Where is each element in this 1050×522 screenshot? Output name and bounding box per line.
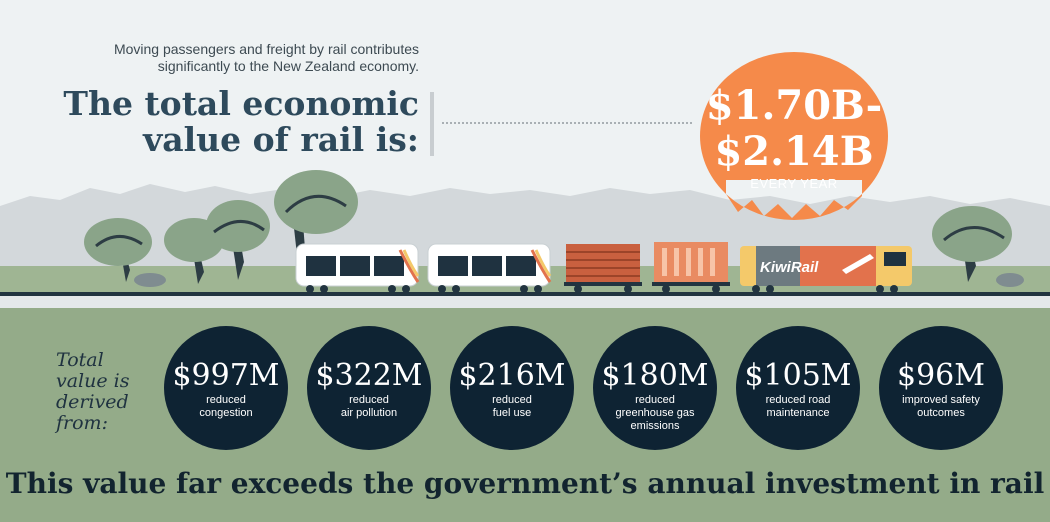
box-wagon	[652, 242, 730, 293]
benefit-desc-line: reduced road	[765, 394, 831, 406]
benefit-circle-road-maintenance: $105M reduced road maintenance	[736, 326, 860, 450]
value-bubble-shape	[700, 52, 888, 220]
value-high: $2.14B	[714, 128, 874, 175]
log-wagon	[564, 244, 642, 293]
locomotive	[740, 246, 912, 293]
benefit-desc-line: emissions	[630, 420, 680, 432]
passenger-car	[295, 243, 420, 293]
derived-line: Total	[56, 349, 104, 371]
benefit-circle-safety: $96M improved safety outcomes	[879, 326, 1003, 450]
headline-line: value of rail is:	[143, 120, 419, 159]
benefit-desc-line: fuel use	[492, 407, 532, 419]
derived-line: value is	[56, 370, 130, 392]
benefit-desc-line: reduced	[206, 394, 246, 406]
benefit-circle-fuel-use: $216M reduced fuel use	[450, 326, 574, 450]
benefit-circle-greenhouse-gas: $180M reduced greenhouse gas emissions	[593, 326, 717, 450]
benefit-description: reduced road maintenance	[744, 394, 852, 420]
train-illustration: KiwiRail	[295, 242, 912, 293]
derived-line: from:	[56, 412, 108, 434]
benefit-desc-line: air pollution	[340, 407, 398, 419]
benefit-amount: $216M	[458, 358, 566, 393]
derived-label: Total value is derived from:	[56, 350, 166, 434]
benefit-amount: $180M	[601, 358, 709, 393]
benefit-circle-air-pollution: $322M reduced air pollution	[307, 326, 431, 450]
benefit-amount: $96M	[897, 358, 985, 393]
benefit-desc-line: congestion	[199, 407, 253, 419]
value-bubble: $1.70B- $2.14B EVERY YEAR	[700, 52, 888, 214]
benefit-circle-congestion: $997M reduced congestion	[164, 326, 288, 450]
footer-statement: This value far exceeds the government’s …	[5, 467, 1045, 500]
benefit-desc-line: maintenance	[766, 407, 830, 419]
benefit-desc-line: improved safety	[902, 394, 980, 406]
intro-line: significantly to the New Zealand economy…	[157, 58, 419, 74]
divider-bar	[430, 92, 434, 156]
benefit-description: reduced greenhouse gas emissions	[601, 394, 709, 433]
intro-line: Moving passengers and freight by rail co…	[113, 41, 419, 57]
value-low: $1.70B-	[705, 82, 883, 129]
track-bed	[0, 296, 1050, 308]
benefit-description: reduced fuel use	[458, 394, 566, 420]
derived-line: derived	[56, 391, 129, 413]
intro-text: Moving passengers and freight by rail co…	[39, 41, 419, 75]
benefit-amount: $997M	[172, 358, 280, 393]
headline-line: The total economic	[63, 84, 419, 123]
benefit-amount: $105M	[744, 358, 852, 393]
benefit-desc-line: reduced	[635, 394, 675, 406]
benefit-desc-line: outcomes	[917, 407, 965, 419]
tree-group-left	[84, 170, 358, 287]
benefit-desc-line: reduced	[349, 394, 389, 406]
benefit-description: improved safety outcomes	[887, 394, 995, 420]
benefit-description: reduced congestion	[172, 394, 280, 420]
benefit-amount: $322M	[315, 358, 423, 393]
headline: The total economic value of rail is:	[0, 86, 419, 158]
dotted-connector	[442, 122, 692, 124]
benefit-desc-line: greenhouse gas	[615, 407, 695, 419]
benefit-desc-line: reduced	[492, 394, 532, 406]
tree-group-right	[932, 206, 1024, 287]
passenger-car	[427, 243, 552, 293]
locomotive-brand: KiwiRail	[760, 259, 819, 276]
rail-line	[0, 292, 1050, 296]
value-period: EVERY YEAR	[750, 176, 838, 191]
benefit-description: reduced air pollution	[315, 394, 423, 420]
